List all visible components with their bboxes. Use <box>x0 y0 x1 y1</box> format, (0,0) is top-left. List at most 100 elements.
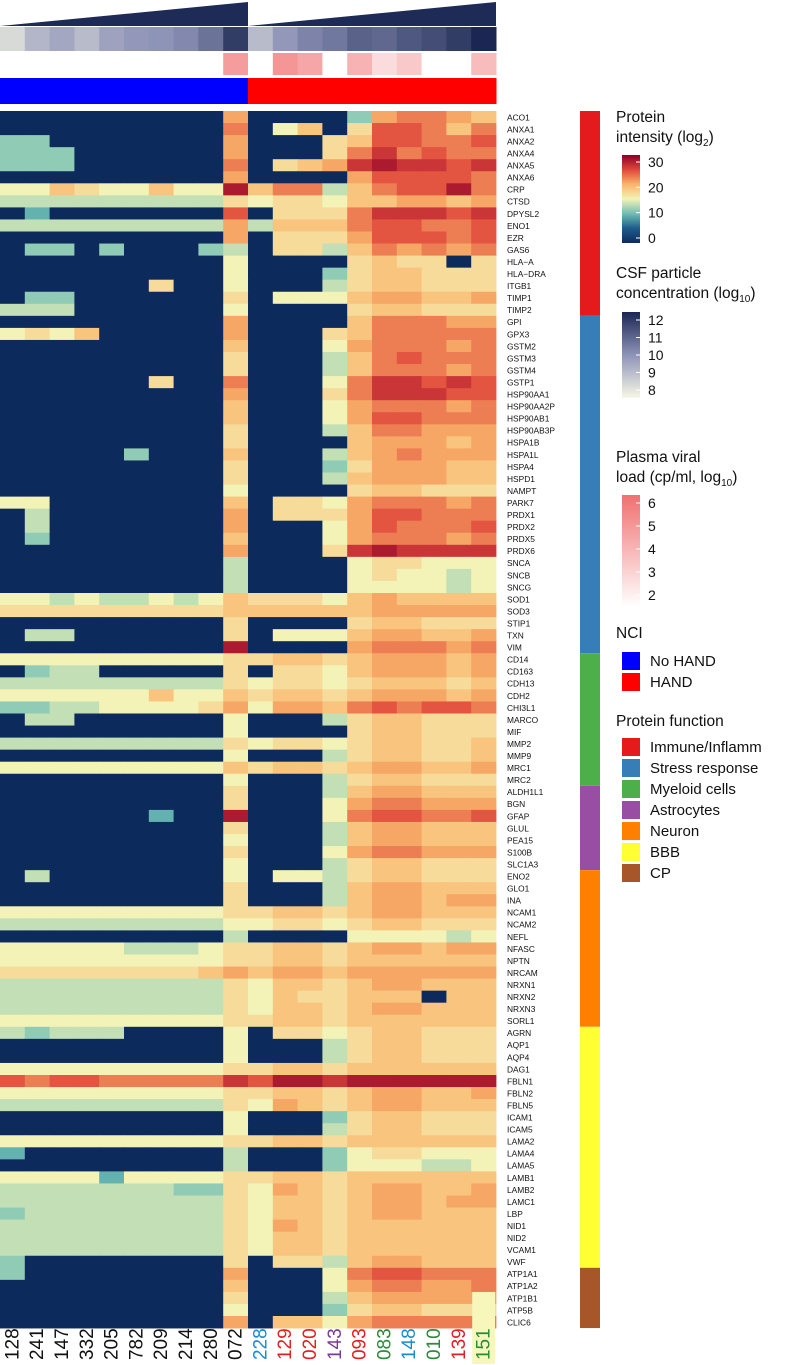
heatmap-cell <box>446 364 472 377</box>
heatmap-cell <box>322 894 348 907</box>
heatmap-cell <box>198 255 224 269</box>
heatmap-cell <box>124 1207 150 1220</box>
heatmap-cell <box>297 532 323 546</box>
protein-intensity-tick-label: 30 <box>648 154 664 170</box>
heatmap-cell <box>248 243 274 256</box>
heatmap-cell <box>99 1207 125 1220</box>
heatmap-cell <box>124 641 150 654</box>
heatmap-cell <box>248 1026 274 1040</box>
heatmap-cell <box>347 846 373 859</box>
heatmap-cell <box>24 1195 50 1208</box>
gene-label: NPTN <box>507 956 530 966</box>
heatmap-cell <box>372 532 398 546</box>
heatmap-cell <box>297 1002 323 1016</box>
heatmap-cell <box>99 906 125 919</box>
heatmap-cell <box>124 412 150 425</box>
heatmap-cell <box>421 725 447 738</box>
heatmap-cell <box>124 966 150 979</box>
heatmap-cell <box>99 761 125 775</box>
heatmap-cell <box>322 339 348 353</box>
heatmap-cell <box>99 1183 125 1196</box>
function-label: Stress response <box>650 760 758 777</box>
heatmap-cell <box>272 123 298 136</box>
ncai-cell <box>396 78 423 104</box>
heatmap-cell <box>372 111 398 124</box>
heatmap-cell <box>0 990 26 1004</box>
gene-label: CD14 <box>507 655 529 665</box>
function-swatch <box>622 780 640 798</box>
heatmap-cell <box>173 785 199 799</box>
heatmap-cell <box>421 508 447 522</box>
heatmap-cell <box>0 773 26 787</box>
heatmap-cell <box>471 460 497 473</box>
heatmap-cell <box>124 1147 150 1160</box>
heatmap-cell <box>372 990 398 1004</box>
heatmap-cell <box>74 1267 100 1281</box>
heatmap-cell <box>248 556 274 570</box>
heatmap-cell <box>471 219 497 232</box>
heatmap-cell <box>347 689 373 702</box>
heatmap-cell <box>124 1099 150 1112</box>
heatmap-cell <box>322 1002 348 1016</box>
heatmap-cell <box>297 1075 323 1088</box>
heatmap-cell <box>198 1183 224 1196</box>
heatmap-cell <box>198 821 224 835</box>
heatmap-cell <box>272 1255 298 1269</box>
heatmap-cell <box>347 436 373 449</box>
heatmap-cell <box>471 207 497 220</box>
heatmap-cell <box>223 400 249 413</box>
heatmap-cell <box>124 677 150 690</box>
sample-label: 205 <box>102 1328 123 1360</box>
heatmap-cell <box>272 942 298 955</box>
viral-cell <box>99 53 125 75</box>
heatmap-cell <box>74 171 100 184</box>
heatmap-cell <box>372 267 398 281</box>
heatmap-cell <box>223 858 249 871</box>
heatmap-cell <box>173 749 199 763</box>
heatmap-cell <box>198 834 224 847</box>
heatmap-cell <box>372 1062 398 1076</box>
heatmap-cell <box>99 785 125 799</box>
heatmap-cell <box>396 966 422 979</box>
ncai-cell <box>0 78 26 104</box>
heatmap-cell <box>272 1207 298 1220</box>
heatmap-cell <box>347 255 373 269</box>
function-title: Protein function <box>616 713 724 730</box>
heatmap-cell <box>272 183 298 196</box>
heatmap-cell <box>148 1038 174 1052</box>
heatmap-cell <box>372 1219 398 1233</box>
heatmap-cell <box>421 1183 447 1196</box>
heatmap-cell <box>446 1075 472 1088</box>
heatmap-cell <box>248 858 274 871</box>
viral-cell <box>49 53 75 75</box>
heatmap-cell <box>223 255 249 269</box>
heatmap-cell <box>322 641 348 654</box>
heatmap-cell <box>173 472 199 485</box>
heatmap-cell <box>248 713 274 726</box>
heatmap-cell <box>372 424 398 437</box>
heatmap-cell <box>372 870 398 883</box>
heatmap-cell <box>396 1014 422 1028</box>
heatmap-cell <box>198 1014 224 1028</box>
function-segment <box>580 111 600 316</box>
heatmap-cell <box>223 159 249 172</box>
heatmap-cell <box>148 520 174 534</box>
heatmap-cell <box>198 882 224 895</box>
heatmap-cell <box>248 1099 274 1112</box>
heatmap-cell <box>372 1279 398 1293</box>
heatmap-cell <box>0 352 26 365</box>
heatmap-cell <box>272 725 298 738</box>
heatmap-cell <box>471 918 497 931</box>
heatmap-cell <box>24 291 50 305</box>
heatmap-cell <box>173 1050 199 1064</box>
heatmap-cell <box>173 761 199 775</box>
heatmap-cell <box>322 1243 348 1257</box>
heatmap-cell <box>124 388 150 401</box>
heatmap-cell <box>248 809 274 823</box>
heatmap-cell <box>173 1279 199 1293</box>
heatmap-cell <box>396 1123 422 1136</box>
heatmap-cell <box>0 1159 26 1172</box>
heatmap-cell <box>297 870 323 883</box>
heatmap-cell <box>148 508 174 522</box>
